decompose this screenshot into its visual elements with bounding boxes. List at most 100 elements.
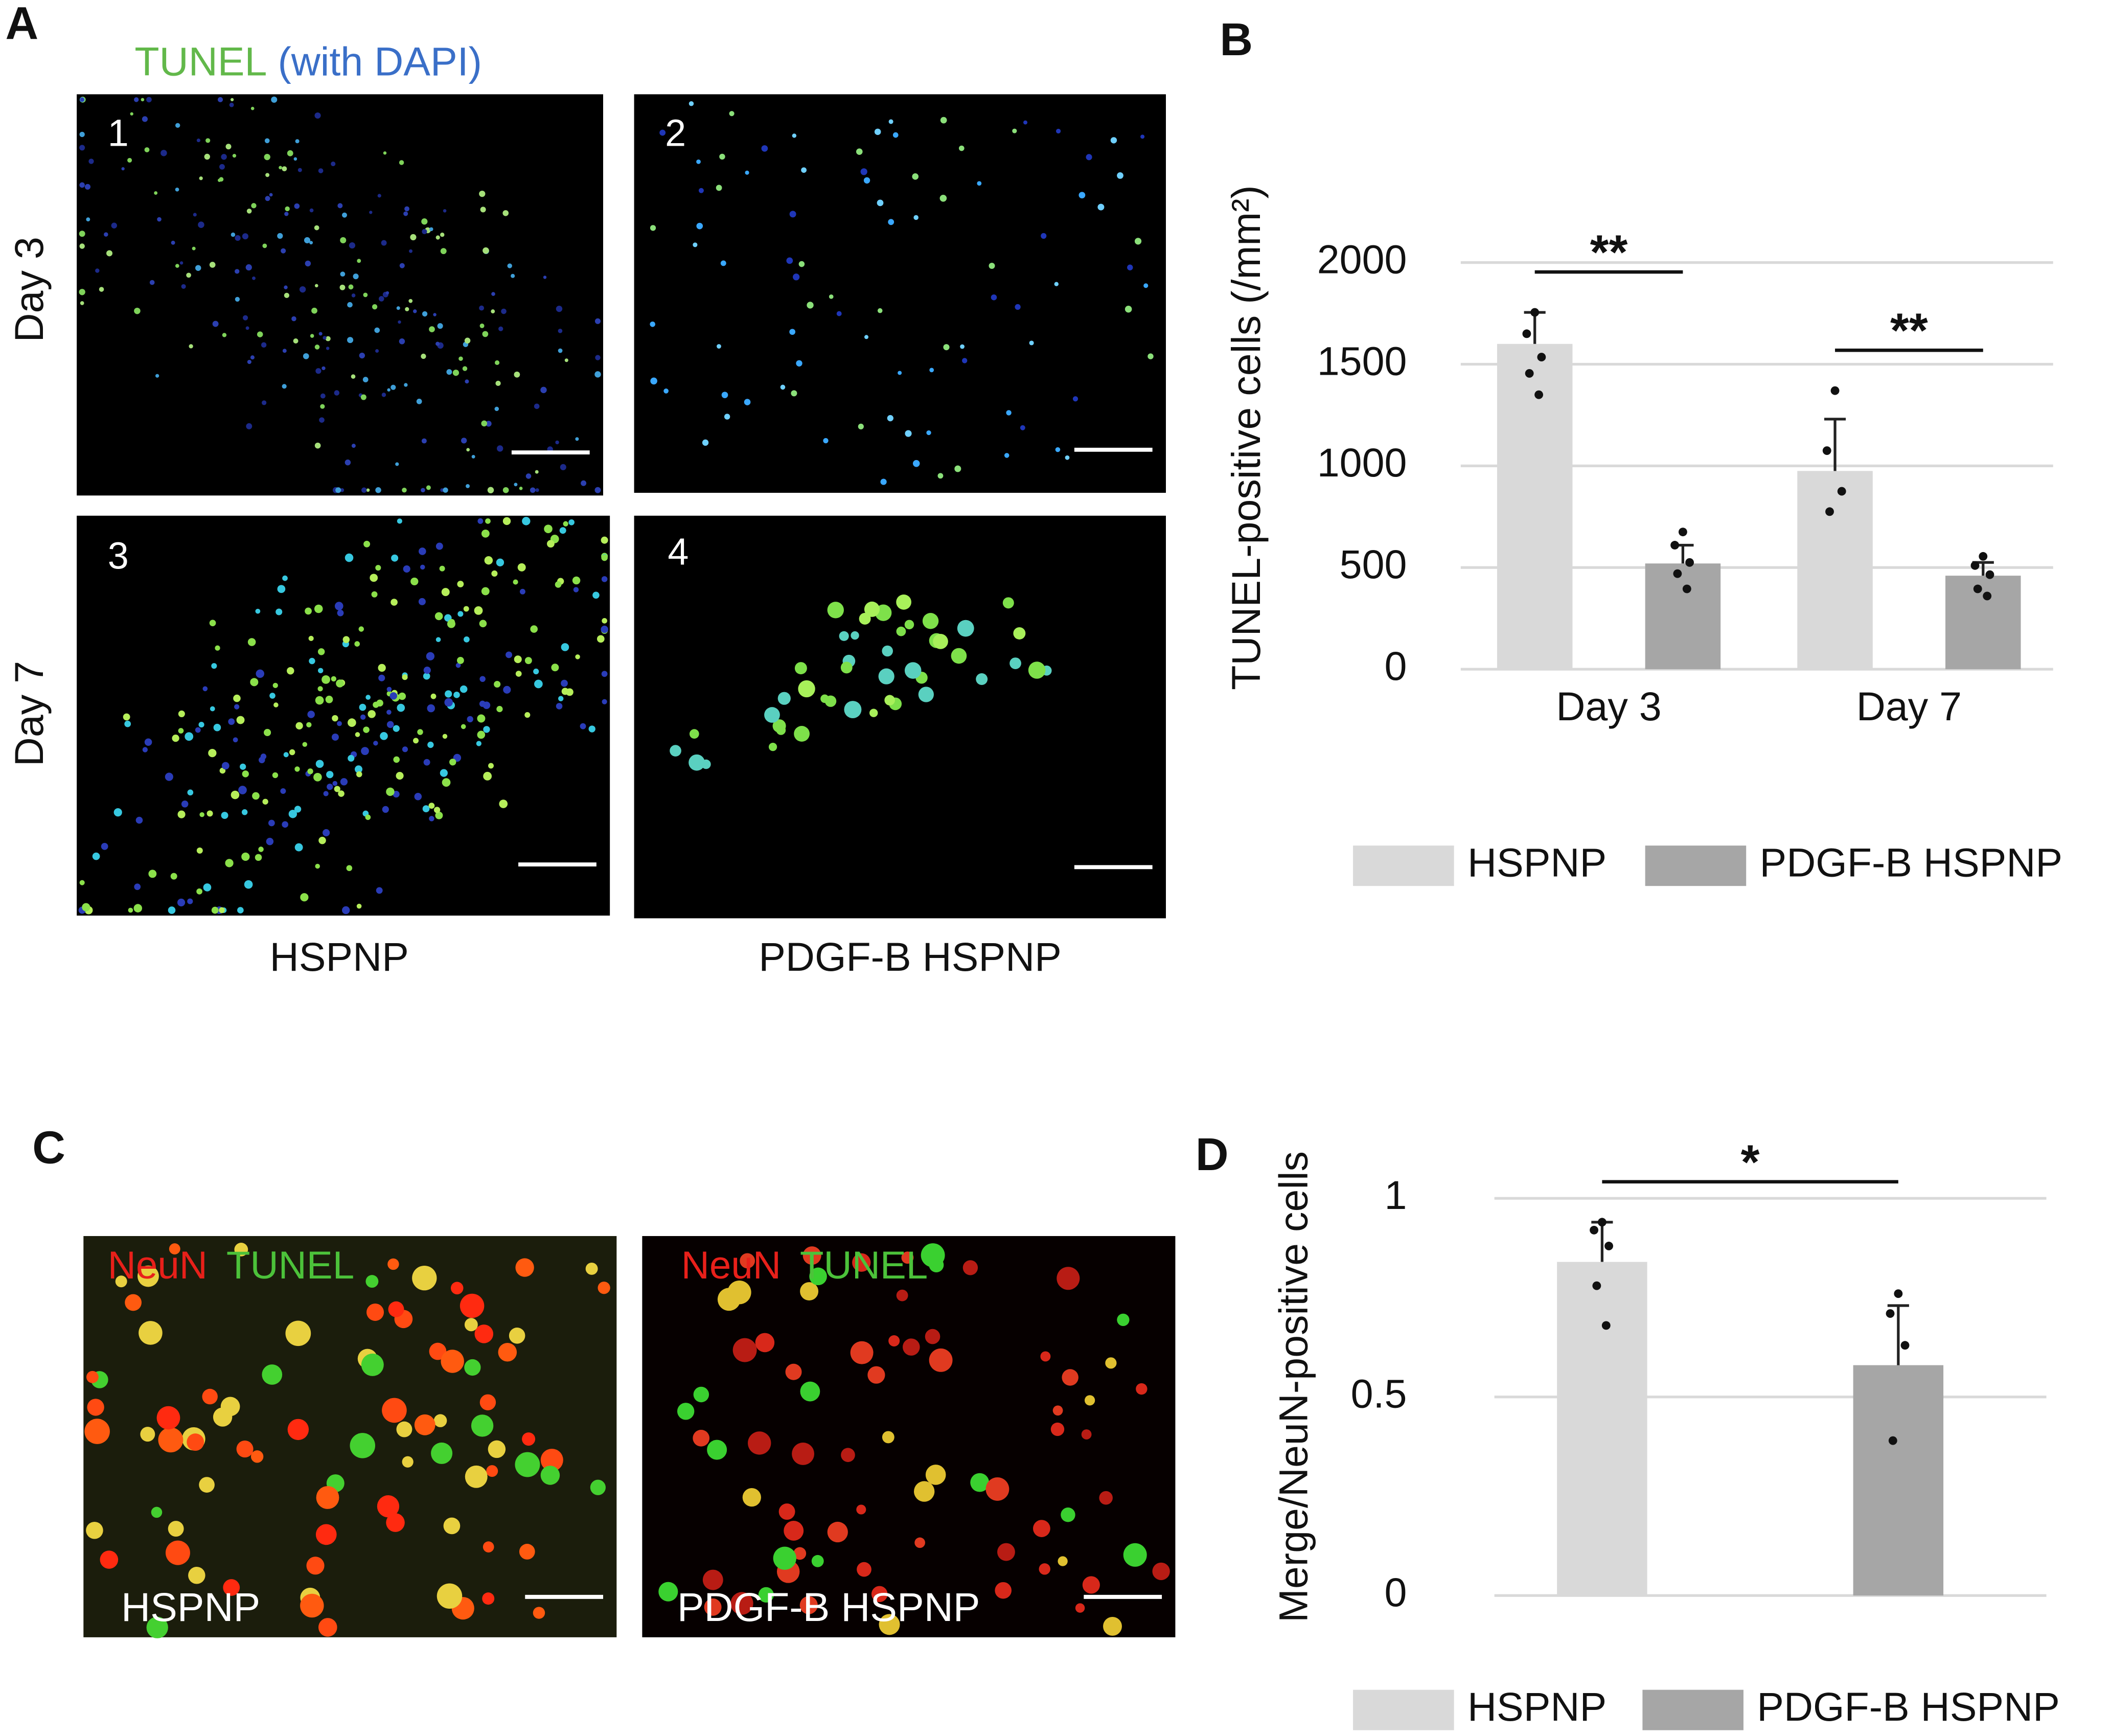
cell	[491, 292, 495, 296]
cell	[1039, 1563, 1050, 1575]
cell	[223, 1579, 240, 1596]
cell	[435, 811, 443, 819]
cell	[231, 790, 240, 800]
cell	[363, 540, 371, 547]
legend-tunel: TUNEL	[134, 38, 267, 84]
cell	[381, 393, 386, 397]
cell	[233, 737, 238, 743]
cell	[251, 203, 257, 209]
cell	[702, 439, 709, 446]
cell	[764, 707, 780, 723]
cell	[391, 384, 396, 390]
cell	[377, 1495, 400, 1518]
cell	[416, 398, 422, 404]
cell	[581, 480, 587, 486]
cell	[266, 837, 274, 846]
cell	[309, 657, 315, 665]
cell	[115, 1275, 127, 1288]
cell	[856, 1504, 866, 1515]
cell	[663, 389, 669, 394]
cell	[282, 166, 287, 172]
cell	[732, 1338, 757, 1362]
cell	[464, 1359, 481, 1376]
cell	[282, 575, 288, 581]
cell	[602, 618, 608, 624]
cell	[918, 687, 934, 702]
cell	[100, 1550, 119, 1569]
cell	[396, 306, 400, 310]
cell	[168, 906, 176, 914]
cell	[250, 355, 255, 360]
cell	[260, 753, 267, 760]
cell	[300, 893, 309, 902]
cell	[502, 517, 511, 526]
cell	[800, 1381, 820, 1402]
cell	[560, 464, 566, 470]
cell	[1023, 120, 1027, 125]
cell	[1004, 453, 1009, 458]
cell	[287, 150, 293, 156]
cell	[474, 606, 483, 615]
cell	[502, 487, 509, 493]
cell	[943, 344, 950, 351]
cell	[435, 235, 440, 240]
cell	[496, 705, 503, 713]
cell	[898, 371, 902, 375]
cell	[991, 294, 997, 301]
cell	[483, 247, 489, 254]
cell	[252, 276, 256, 280]
cell	[859, 612, 871, 625]
cell	[850, 1341, 874, 1364]
cell	[483, 726, 490, 733]
cell	[446, 369, 452, 375]
cell	[509, 1328, 525, 1344]
cell	[724, 414, 730, 420]
cell	[236, 716, 245, 724]
cell	[479, 190, 486, 197]
cell	[375, 487, 381, 493]
cell	[79, 131, 85, 138]
cell	[558, 696, 564, 701]
data-point	[1685, 558, 1694, 567]
legend-swatch	[1645, 846, 1747, 886]
cell	[483, 1541, 494, 1552]
cell	[181, 284, 186, 289]
cell	[903, 1338, 920, 1356]
cell	[170, 873, 177, 880]
cell	[264, 728, 271, 737]
cell	[914, 1537, 925, 1548]
cell	[250, 678, 259, 687]
cell	[158, 1427, 183, 1453]
cell	[507, 263, 512, 268]
cell	[435, 637, 441, 643]
cell	[217, 97, 223, 103]
cell	[555, 440, 559, 445]
cell	[793, 1547, 807, 1560]
cell	[374, 327, 380, 333]
cell	[448, 619, 455, 626]
cell	[293, 338, 299, 344]
bar	[1645, 563, 1721, 670]
cell	[396, 771, 404, 780]
cell	[317, 686, 323, 692]
cell	[334, 390, 340, 396]
cell	[294, 203, 300, 209]
cell	[445, 690, 452, 698]
cell	[491, 570, 498, 577]
cell	[827, 1521, 848, 1543]
cell	[794, 726, 810, 742]
cell	[104, 232, 108, 237]
row-label: Day 3	[6, 237, 52, 342]
cell	[418, 598, 426, 605]
cell	[366, 1303, 384, 1321]
cell	[412, 1265, 437, 1291]
cell	[431, 1442, 453, 1464]
cell	[442, 734, 448, 739]
cell	[242, 315, 248, 321]
data-point	[1534, 390, 1544, 399]
cell	[144, 738, 152, 746]
cell	[962, 1260, 978, 1275]
cell	[399, 263, 405, 268]
cell	[601, 536, 608, 544]
